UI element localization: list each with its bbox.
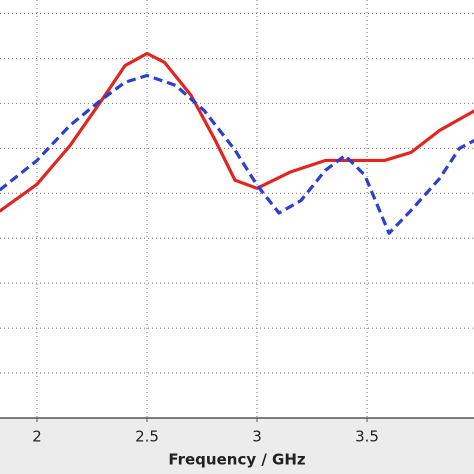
x-tick-label: 2.5 — [135, 428, 159, 446]
series-line — [0, 73, 474, 235]
x-tick-label: 3 — [252, 428, 262, 446]
x-tick-label: 2 — [32, 428, 42, 446]
x-axis-label: Frequency / GHz — [168, 451, 306, 469]
plot-area — [0, 0, 474, 418]
x-tick-label: 3.5 — [355, 428, 379, 446]
series-line — [0, 51, 474, 213]
